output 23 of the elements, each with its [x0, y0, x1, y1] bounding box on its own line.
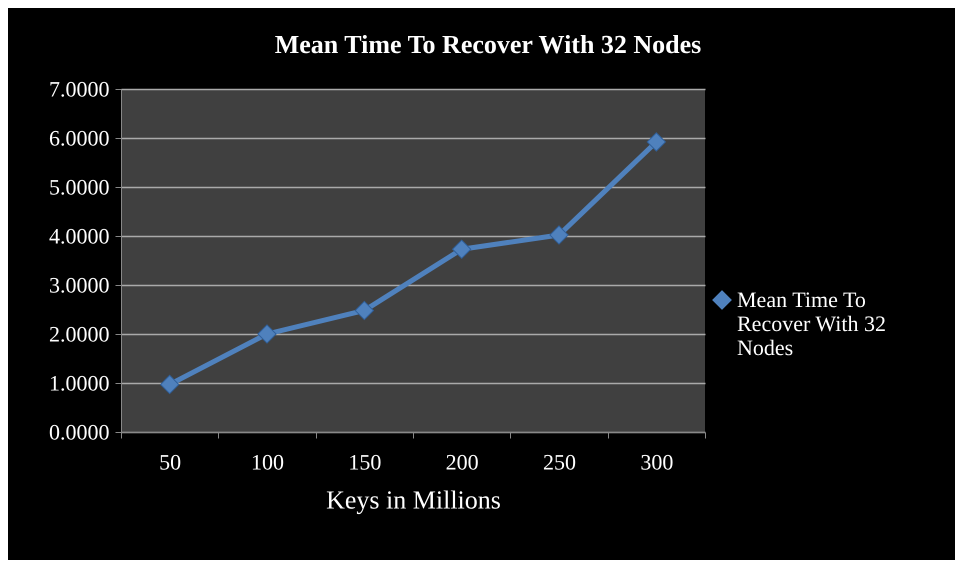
y-tick-label: 5.0000 — [49, 174, 110, 200]
point — [160, 374, 180, 394]
x-tick-label: 200 — [446, 450, 479, 474]
point — [354, 300, 374, 320]
x-axis-title: Keys in Millions — [326, 486, 501, 514]
y-tick-label: 0.0000 — [49, 420, 110, 444]
x-tick-label: 250 — [543, 450, 576, 474]
y-tick-label: 6.0000 — [49, 126, 110, 150]
legend-label: Mean Time To Recover With 32 Nodes — [737, 287, 886, 360]
y-tick-label: 4.0000 — [49, 224, 110, 248]
x-tick-label: 300 — [640, 450, 674, 474]
y-tick-label: 2.0000 — [49, 322, 110, 346]
x-tick-label: 150 — [348, 450, 382, 474]
x-tick-label: 100 — [251, 450, 284, 474]
point — [257, 324, 277, 344]
point — [549, 225, 569, 245]
point — [646, 132, 666, 152]
y-tick-label: 1.0000 — [49, 370, 110, 396]
y-tick-label: 7.0000 — [49, 76, 110, 102]
x-tick-label: 50 — [159, 450, 182, 474]
y-tick-label: 3.0000 — [49, 272, 110, 298]
chart-title: Mean Time To Recover With 32 Nodes — [274, 30, 702, 59]
point — [452, 240, 472, 259]
